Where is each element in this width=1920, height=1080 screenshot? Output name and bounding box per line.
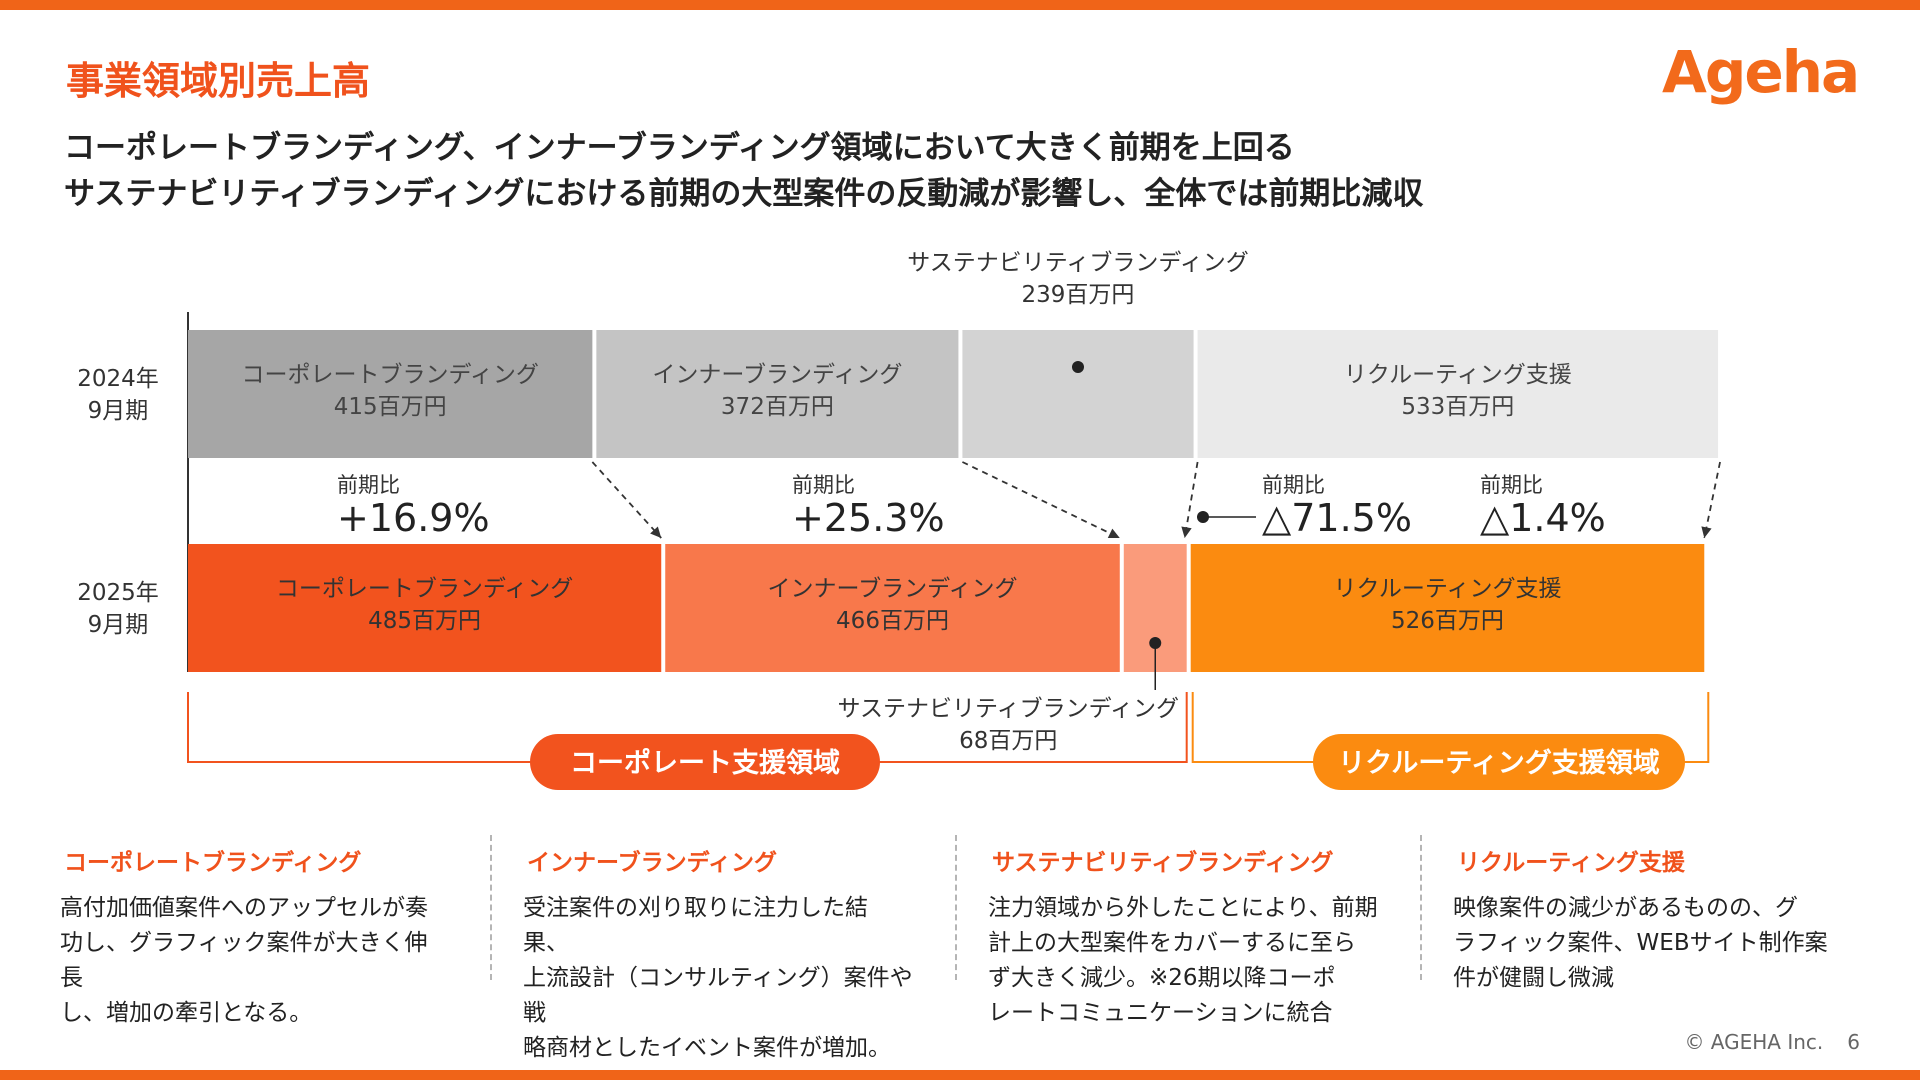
- bar-value-label: 415百万円: [334, 394, 447, 420]
- bar-segment: [596, 330, 959, 458]
- change-arrow-head: [1107, 528, 1120, 539]
- segment-notes: コーポレートブランディング 高付加価値案件へのアップセルが奏 功し、グラフィック…: [50, 835, 1870, 1061]
- bar-series-label: インナーブランディング: [768, 576, 1018, 602]
- note-title: リクルーティング支援: [1457, 850, 1685, 876]
- change-arrow-head: [1701, 526, 1712, 538]
- copyright: © AGEHA Inc.: [1684, 1030, 1824, 1054]
- callout-series-label: サステナビリティブランディング: [837, 696, 1179, 722]
- bar-value-label: 485百万円: [368, 608, 481, 634]
- headline-line-1: コーポレートブランディング、インナーブランディング領域において大きく前期を上回る: [64, 130, 1295, 166]
- note-body: 映像案件の減少があるものの、グ ラフィック案件、WEBサイト制作案 件が健闘し微…: [1453, 895, 1828, 991]
- note-divider: [955, 835, 957, 980]
- bar-series-label: コーポレートブランディング: [276, 576, 573, 602]
- page-title: 事業領域別売上高: [66, 59, 371, 103]
- bar-segment: [188, 544, 662, 672]
- change-label: 前期比: [1480, 473, 1543, 497]
- bar-segment: [1190, 544, 1705, 672]
- top-accent-bar: [0, 0, 1920, 10]
- change-arrow-head: [650, 526, 662, 538]
- change-label: 前期比: [337, 473, 400, 497]
- headline-line-2: サステナビリティブランディングにおける前期の大型案件の反動減が影響し、全体では前…: [64, 176, 1424, 212]
- note-body: 受注案件の刈り取りに注力した結果、 上流設計（コンサルティング）案件や戦 略商材…: [523, 895, 913, 1061]
- revenue-stacked-bar-chart: 2024年9月期2025年9月期コーポレートブランディング415百万円インナーブ…: [77, 250, 1721, 790]
- headline: コーポレートブランディング、インナーブランディング領域において大きく前期を上回る…: [64, 125, 1764, 217]
- note-title: コーポレートブランディング: [64, 850, 362, 876]
- change-label: 前期比: [1262, 473, 1325, 497]
- footer: © AGEHA Inc. 6: [1660, 1030, 1860, 1054]
- bar-value-label: 526百万円: [1391, 608, 1504, 634]
- change-arrow-head: [1181, 526, 1192, 538]
- bar-series-label: リクルーティング支援: [1334, 576, 1562, 602]
- callout-series-label: サステナビリティブランディング: [907, 250, 1249, 276]
- callout-value-label: 239百万円: [1022, 282, 1135, 308]
- note-body: 注力領域から外したことにより、前期 計上の大型案件をカバーするに至ら ず大きく減…: [988, 895, 1378, 1026]
- bar-segment: [665, 544, 1120, 672]
- change-arrow-line: [1183, 461, 1199, 539]
- bar-segment: [188, 330, 593, 458]
- change-arrow-line: [591, 461, 662, 539]
- note-body: 高付加価値案件へのアップセルが奏 功し、グラフィック案件が大きく伸長 し、増加の…: [60, 895, 428, 1026]
- note-inner: インナーブランディング 受注案件の刈り取りに注力した結果、 上流設計（コンサルテ…: [513, 835, 913, 1066]
- change-value: +25.3%: [792, 496, 945, 540]
- note-sustainability: サステナビリティブランディング 注力領域から外したことにより、前期 計上の大型案…: [978, 835, 1378, 1031]
- ageha-logo: Ageha: [1662, 38, 1860, 106]
- group-pill-recruiting: [1313, 734, 1685, 790]
- group-pill-recruiting-label: リクルーティング支援領域: [1338, 747, 1660, 779]
- note-divider: [1420, 835, 1422, 980]
- change-value: +16.9%: [337, 496, 490, 540]
- bar-value-label: 533百万円: [1401, 394, 1514, 420]
- bar-value-label: 466百万円: [836, 608, 949, 634]
- category-label: 9月期: [88, 398, 149, 424]
- change-arrow-line: [1703, 461, 1721, 539]
- note-title: サステナビリティブランディング: [992, 850, 1334, 876]
- bar-series-label: インナーブランディング: [652, 362, 902, 388]
- group-pill-corporate: [530, 734, 880, 790]
- category-label: 2025年: [77, 580, 159, 606]
- change-value: △71.5%: [1262, 496, 1412, 540]
- category-label: 9月期: [88, 612, 149, 638]
- group-pill-corporate-label: コーポレート支援領域: [570, 747, 840, 779]
- note-corporate: コーポレートブランディング 高付加価値案件へのアップセルが奏 功し、グラフィック…: [50, 835, 450, 1031]
- bar-value-label: 372百万円: [721, 394, 834, 420]
- note-recruiting: リクルーティング支援 映像案件の減少があるものの、グ ラフィック案件、WEBサイ…: [1443, 835, 1843, 996]
- note-title: インナーブランディング: [527, 850, 778, 876]
- change-value: △1.4%: [1480, 496, 1606, 540]
- callout-value-label: 68百万円: [959, 728, 1057, 754]
- bottom-accent-bar: [0, 1070, 1920, 1080]
- page-number: 6: [1847, 1030, 1860, 1054]
- category-label: 2024年: [77, 366, 159, 392]
- bar-series-label: リクルーティング支援: [1344, 362, 1572, 388]
- bar-segment: [1197, 330, 1719, 458]
- callout-dot: [1071, 361, 1084, 373]
- note-divider: [490, 835, 492, 980]
- bar-segment: [962, 330, 1194, 458]
- change-label: 前期比: [792, 473, 855, 497]
- change-arrow-line: [962, 461, 1121, 539]
- bar-series-label: コーポレートブランディング: [241, 362, 538, 388]
